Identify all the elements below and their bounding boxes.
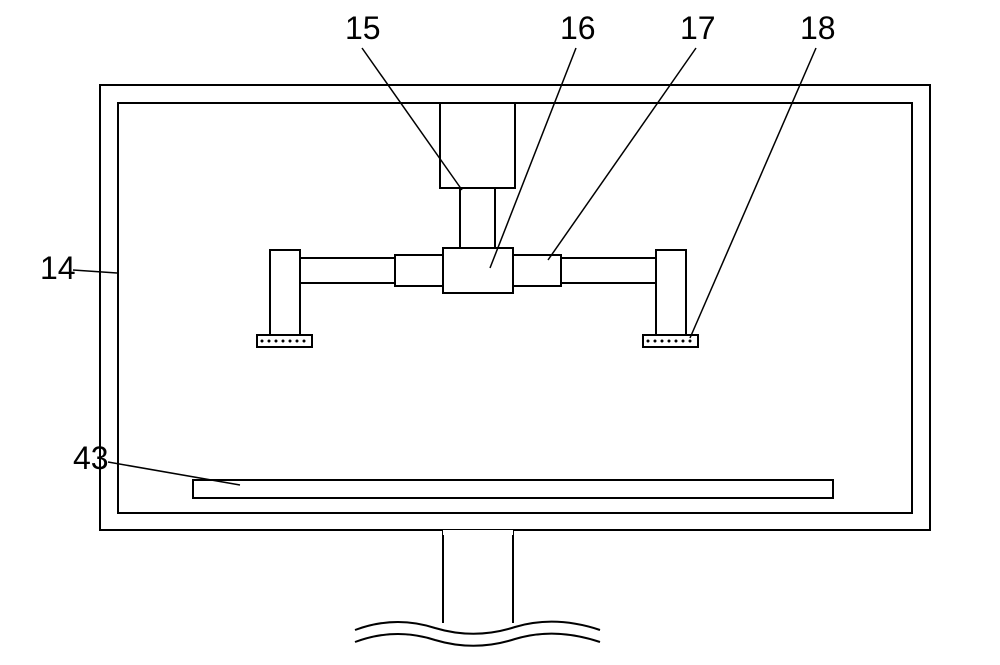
label-16: 16 xyxy=(560,10,596,47)
right-inner-bar xyxy=(513,255,561,286)
center-block xyxy=(443,248,513,293)
label-17: 17 xyxy=(680,10,716,47)
label-18: 18 xyxy=(800,10,836,47)
diagram-container: 15 16 17 18 14 43 xyxy=(0,0,1000,665)
left-vertical xyxy=(270,250,300,335)
leader-17 xyxy=(548,48,696,260)
label-15: 15 xyxy=(345,10,381,47)
wavy-base-top xyxy=(355,622,600,634)
leader-14 xyxy=(73,270,117,273)
left-inner-bar xyxy=(395,255,443,286)
label-14: 14 xyxy=(40,250,76,287)
bottom-column-mask xyxy=(443,530,513,535)
left-outer-bar xyxy=(300,258,395,283)
bottom-plate xyxy=(193,480,833,498)
right-outer-bar xyxy=(561,258,656,283)
technical-drawing-svg xyxy=(0,0,1000,665)
label-43: 43 xyxy=(73,440,109,477)
wavy-base-bottom xyxy=(355,634,600,646)
bottom-column xyxy=(443,530,513,623)
leader-43 xyxy=(108,462,240,485)
leader-18 xyxy=(690,48,816,338)
right-vertical xyxy=(656,250,686,335)
connector-narrow xyxy=(460,188,495,248)
